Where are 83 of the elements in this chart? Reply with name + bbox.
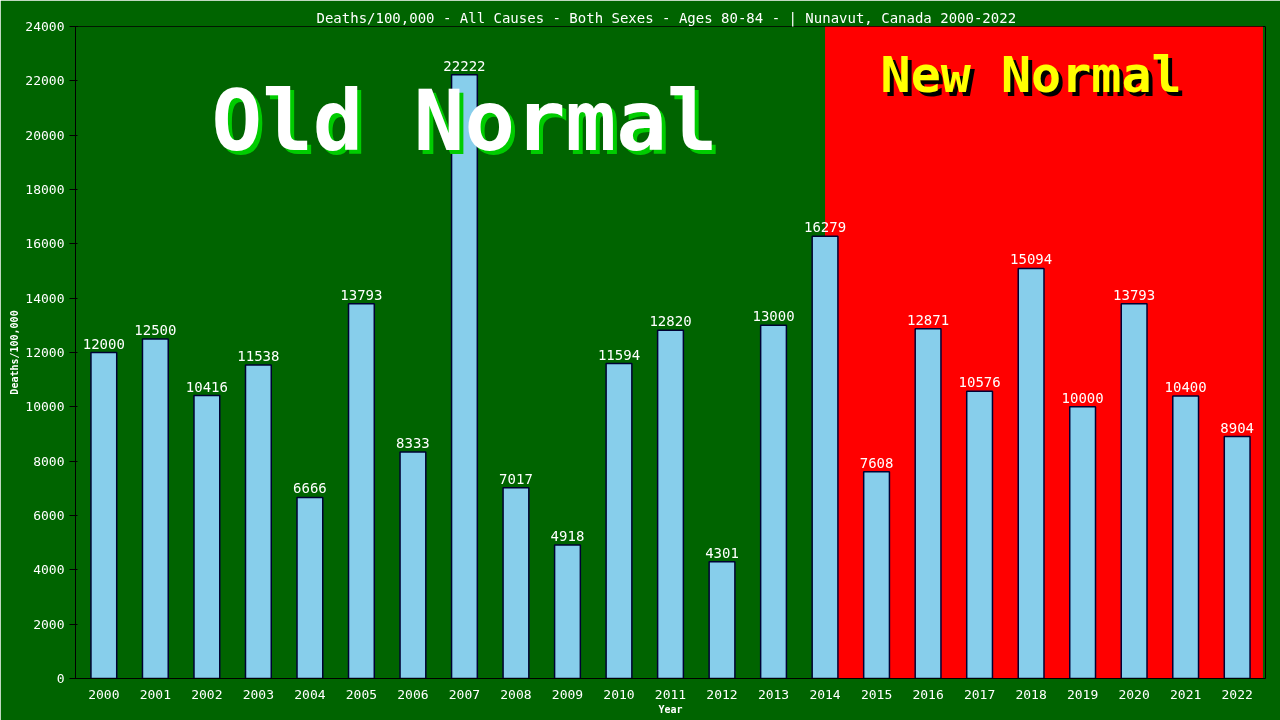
x-tick-label: 2013 — [757, 686, 790, 702]
bar — [553, 544, 582, 679]
y-tick-label: 6000 — [33, 508, 65, 523]
data-label: 6666 — [293, 480, 327, 497]
y-tick-label: 12000 — [25, 345, 65, 360]
data-label: 15094 — [1010, 251, 1053, 268]
data-label: 10000 — [1061, 389, 1104, 406]
x-tick-label: 2007 — [448, 686, 481, 702]
y-tick-label: 4000 — [33, 562, 65, 578]
data-label: 12500 — [134, 321, 177, 338]
data-label: 10400 — [1164, 378, 1207, 395]
data-label: 7017 — [499, 470, 533, 487]
bar — [296, 496, 324, 679]
data-label: 8904 — [1220, 419, 1255, 436]
bar — [862, 471, 891, 679]
data-label: 10416 — [185, 378, 228, 395]
data-label: 12871 — [907, 311, 950, 328]
x-tick-label: 2019 — [1066, 686, 1099, 702]
y-tick-label: 10000 — [25, 399, 65, 415]
x-tick-label: 2000 — [88, 686, 120, 702]
x-tick-label: 2008 — [500, 686, 532, 702]
bar — [193, 394, 221, 679]
data-label: 13793 — [1113, 286, 1156, 303]
bar — [605, 362, 633, 679]
y-tick-label: 16000 — [25, 236, 65, 252]
x-tick-label: 2015 — [860, 686, 893, 702]
y-tick-label: 20000 — [25, 127, 65, 143]
bar — [1068, 406, 1097, 679]
bar — [1120, 303, 1148, 679]
bar — [656, 329, 685, 679]
data-label: 22222 — [443, 57, 486, 74]
data-label: 4918 — [550, 527, 585, 544]
y-axis-title: Deaths/100,000 — [9, 310, 21, 395]
x-tick-label: 2003 — [242, 686, 275, 702]
data-label: 13000 — [752, 308, 795, 325]
x-tick-label: 2021 — [1170, 686, 1202, 702]
data-label: 12820 — [649, 313, 692, 330]
y-tick-label: 0 — [56, 671, 65, 686]
x-tick-label: 2001 — [139, 686, 172, 702]
data-label: 7608 — [859, 454, 894, 471]
x-tick-label: 2002 — [191, 686, 223, 702]
bar — [914, 328, 942, 679]
x-tick-label: 2017 — [963, 686, 996, 702]
bar — [502, 487, 530, 679]
y-tick-label: 2000 — [33, 616, 65, 632]
data-label: 13793 — [340, 286, 383, 303]
x-tick-label: 2022 — [1221, 686, 1253, 702]
bar — [965, 390, 994, 679]
data-label: 4301 — [705, 544, 739, 561]
x-tick-label: 2016 — [912, 686, 944, 702]
chart-title: Deaths/100,000 - All Causes - Both Sexes - Ages 80-84 - | Nunavut, Canada 2000-2022 — [316, 9, 1017, 27]
data-label: 12000 — [82, 335, 125, 352]
bar — [399, 451, 427, 679]
data-label: 11594 — [597, 346, 641, 363]
y-tick-label: 8000 — [33, 453, 65, 469]
x-tick-label: 2011 — [654, 686, 687, 702]
x-tick-label: 2009 — [551, 686, 584, 702]
data-label: 8333 — [396, 435, 430, 452]
y-tick-label: 14000 — [25, 290, 65, 306]
bar — [90, 351, 118, 679]
bar — [708, 560, 736, 679]
bar — [811, 235, 839, 679]
x-tick-label: 2018 — [1015, 686, 1047, 702]
bar — [1172, 395, 1200, 679]
bar — [759, 324, 788, 679]
x-tick-label: 2012 — [706, 686, 738, 702]
data-label: 11538 — [237, 348, 280, 365]
x-tick-label: 2005 — [345, 686, 378, 702]
x-axis-title: Year — [658, 703, 683, 715]
y-tick-label: 22000 — [25, 73, 65, 89]
bar — [244, 364, 273, 679]
bar — [141, 338, 169, 679]
bar — [1223, 435, 1251, 679]
data-label: 10576 — [958, 374, 1001, 391]
x-tick-label: 2014 — [809, 686, 841, 702]
bar — [347, 303, 376, 679]
bar — [1017, 267, 1045, 679]
y-tick-label: 18000 — [25, 182, 65, 197]
x-tick-label: 2010 — [603, 686, 635, 702]
x-tick-label: 2020 — [1118, 686, 1150, 702]
x-tick-label: 2004 — [294, 686, 326, 702]
y-tick-label: 24000 — [25, 19, 65, 34]
x-tick-label: 2006 — [397, 686, 429, 702]
